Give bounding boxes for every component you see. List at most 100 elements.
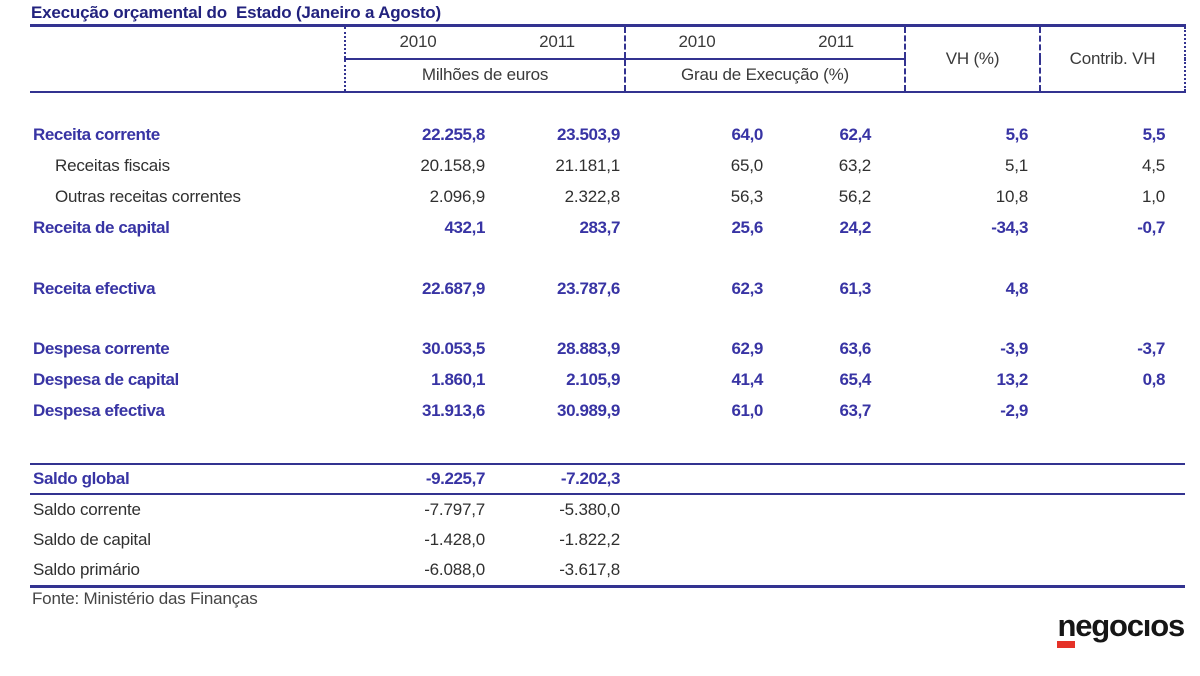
header-year-meuros-2011: 2011 xyxy=(490,25,625,60)
row-receita-efectiva: Receita efectiva 22.687,9 23.787,6 62,3 … xyxy=(30,274,1185,305)
cell-value: 1,0 xyxy=(1141,187,1165,206)
cell-value: 62,3 xyxy=(731,279,764,298)
cell-value xyxy=(905,494,1040,525)
cell-value: 41,4 xyxy=(731,370,764,389)
cell-value: -34,3 xyxy=(991,218,1028,237)
cell-value: -0,7 xyxy=(1137,218,1165,237)
cell-value: 62,4 xyxy=(839,125,872,144)
cell-value: -3,7 xyxy=(1137,339,1165,358)
row-label: Saldo corrente xyxy=(33,499,141,519)
cell-value: 56,3 xyxy=(730,187,763,206)
cell-value: 62,9 xyxy=(731,339,764,358)
source-note: Fonte: Ministério das Finanças xyxy=(32,589,258,608)
cell-value: -3,9 xyxy=(1000,339,1028,358)
row-receitas-fiscais: Receitas fiscais 20.158,9 21.181,1 65,0 … xyxy=(30,151,1185,182)
row-label: Despesa de capital xyxy=(33,370,179,389)
row-label: Receita corrente xyxy=(33,125,160,144)
cell-value: 20.158,9 xyxy=(420,156,485,175)
row-label: Saldo de capital xyxy=(33,530,151,549)
cell-value: 4,5 xyxy=(1141,156,1165,175)
cell-value: -5.380,0 xyxy=(559,499,620,519)
cell-value: 25,6 xyxy=(731,218,764,237)
cell-value xyxy=(905,556,1040,587)
row-label: Outras receitas correntes xyxy=(55,187,241,206)
cell-value: 31.913,6 xyxy=(422,401,485,420)
cell-value: -9.225,7 xyxy=(345,462,490,495)
cell-value: 64,0 xyxy=(731,125,764,144)
cell-value: 22.687,9 xyxy=(422,279,485,298)
cell-value: -2,9 xyxy=(1000,401,1028,420)
cell-value: 63,2 xyxy=(838,156,871,175)
cell-value: 4,8 xyxy=(1005,279,1029,298)
row-outras-receitas-correntes: Outras receitas correntes 2.096,9 2.322,… xyxy=(30,182,1185,213)
row-saldo-primario: Saldo primário -6.088,0 -3.617,8 xyxy=(30,556,1185,587)
cell-value: 5,5 xyxy=(1142,125,1166,144)
row-label: Despesa efectiva xyxy=(33,401,165,420)
cell-value: 5,1 xyxy=(1004,156,1028,175)
spacer-row xyxy=(30,427,1185,464)
cell-value: 61,3 xyxy=(839,279,872,298)
row-despesa-de-capital: Despesa de capital 1.860,1 2.105,9 41,4 … xyxy=(30,365,1185,396)
cell-value: 28.883,9 xyxy=(557,339,620,358)
cell-value xyxy=(768,462,905,495)
cell-value: -7.202,3 xyxy=(490,462,625,495)
cell-value: 21.181,1 xyxy=(555,156,620,175)
cell-value: 22.255,8 xyxy=(422,125,485,144)
cell-value xyxy=(905,525,1040,556)
cell-value: -3.617,8 xyxy=(559,560,620,580)
row-label: Receita de capital xyxy=(33,218,170,237)
row-label: Saldo primário xyxy=(33,560,140,580)
cell-value: 13,2 xyxy=(996,370,1029,389)
spacer-row xyxy=(30,92,1185,120)
row-label: Receitas fiscais xyxy=(55,156,170,175)
row-despesa-efectiva: Despesa efectiva 31.913,6 30.989,9 61,0 … xyxy=(30,396,1185,427)
row-saldo-de-capital: Saldo de capital -1.428,0 -1.822,2 xyxy=(30,525,1185,556)
cell-value: -6.088,0 xyxy=(424,560,485,580)
spacer-row xyxy=(30,305,1185,334)
budget-table: 2010 2011 2010 2011 VH (%) Contrib. VH M… xyxy=(30,24,1186,588)
header-group-milhoes: Milhões de euros xyxy=(345,58,625,93)
row-saldo-global: Saldo global -9.225,7 -7.202,3 xyxy=(30,462,1185,495)
spacer-row xyxy=(30,244,1185,274)
cell-value: 23.787,6 xyxy=(557,279,620,298)
header-contrib-vh: Contrib. VH xyxy=(1039,25,1186,93)
cell-value: -7.797,7 xyxy=(424,499,485,519)
header-year-meuros-2010: 2010 xyxy=(345,25,490,60)
cell-value: 63,6 xyxy=(839,339,872,358)
cell-value xyxy=(625,556,768,587)
logo-red-underline-n: n xyxy=(1056,608,1076,648)
cell-value: 61,0 xyxy=(731,401,764,420)
row-label: Saldo global xyxy=(30,462,345,495)
cell-value: 23.503,9 xyxy=(557,125,620,144)
cell-value xyxy=(905,462,1040,495)
cell-value: -1.822,2 xyxy=(559,530,620,549)
row-label: Receita efectiva xyxy=(33,279,156,298)
cell-value: 56,2 xyxy=(838,187,871,206)
header-group-grau: Grau de Execução (%) xyxy=(624,58,905,93)
cell-value xyxy=(1040,494,1185,525)
cell-value xyxy=(1040,274,1185,305)
cell-value: 65,4 xyxy=(839,370,872,389)
cell-value: 65,0 xyxy=(730,156,763,175)
cell-value: 63,7 xyxy=(839,401,872,420)
header-year-grau-2011: 2011 xyxy=(768,25,905,60)
cell-value: 283,7 xyxy=(579,218,620,237)
header-row-groups: Milhões de euros Grau de Execução (%) xyxy=(30,58,1185,93)
cell-value: 432,1 xyxy=(444,218,485,237)
page-title: Execução orçamental do Estado (Janeiro a… xyxy=(31,3,441,22)
cell-value xyxy=(768,525,905,556)
cell-value xyxy=(1040,525,1185,556)
row-despesa-corrente: Despesa corrente 30.053,5 28.883,9 62,9 … xyxy=(30,334,1185,365)
row-receita-de-capital: Receita de capital 432,1 283,7 25,6 24,2… xyxy=(30,213,1185,244)
cell-value: 24,2 xyxy=(839,218,872,237)
header-row-years: 2010 2011 2010 2011 VH (%) Contrib. VH xyxy=(30,25,1186,93)
header-year-grau-2010: 2010 xyxy=(624,25,768,60)
cell-value xyxy=(768,556,905,587)
cell-value: 10,8 xyxy=(995,187,1028,206)
logo-text: egocıos xyxy=(1075,608,1185,643)
cell-value: 1.860,1 xyxy=(431,370,485,389)
row-label: Despesa corrente xyxy=(33,339,170,358)
header-label-cell xyxy=(30,25,346,93)
cell-value: 2.322,8 xyxy=(564,187,621,206)
